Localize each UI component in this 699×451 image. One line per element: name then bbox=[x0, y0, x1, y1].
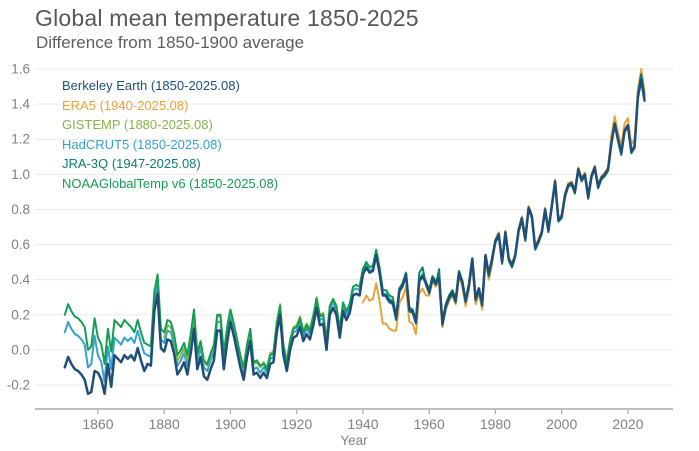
x-tick-label: 1940 bbox=[347, 416, 378, 432]
x-axis-label: Year bbox=[340, 433, 368, 448]
x-tick-label: 1980 bbox=[480, 416, 511, 432]
y-tick-label: 0.2 bbox=[11, 307, 30, 322]
y-tick-label: 1.6 bbox=[11, 62, 30, 77]
x-tick-label: 1900 bbox=[215, 416, 246, 432]
legend-item-hadcrut5: HadCRUT5 (1850-2025.08) bbox=[62, 136, 222, 152]
legend-item-jra-3q: JRA-3Q (1947-2025.08) bbox=[62, 156, 201, 172]
x-tick-label: 1860 bbox=[82, 416, 113, 432]
series-line-era5 bbox=[361, 68, 646, 336]
y-tick-label: 1.2 bbox=[11, 132, 30, 147]
legend-item-berkeley-earth: Berkeley Earth (1850-2025.08) bbox=[62, 78, 240, 93]
series-line-jra-3q bbox=[385, 73, 646, 327]
x-tick-label: 2000 bbox=[546, 416, 577, 432]
legend-item-noaaglobaltemp-v6: NOAAGlobalTemp v6 (1850-2025.08) bbox=[62, 175, 279, 191]
y-tick-label: 0.6 bbox=[11, 237, 30, 252]
y-tick-label: 0.4 bbox=[11, 272, 30, 287]
y-tick-label: -0.2 bbox=[7, 378, 30, 393]
legend: Berkeley Earth (1850-2025.08) ERA5 (1940… bbox=[62, 76, 278, 194]
legend-item-era5: ERA5 (1940-2025.08) bbox=[62, 97, 189, 113]
y-tick-label: 0.8 bbox=[11, 202, 30, 217]
chart-subtitle: Difference from 1850-1900 average bbox=[36, 33, 305, 52]
x-tick-label: 1880 bbox=[149, 416, 180, 432]
x-tick-label: 2020 bbox=[612, 416, 643, 432]
series-line-berkeley-earth bbox=[63, 78, 646, 396]
x-tick-label: 1920 bbox=[281, 416, 312, 432]
y-tick-label: 1.4 bbox=[11, 97, 30, 112]
legend-item-gistemp: GISTEMP (1880-2025.08) bbox=[62, 117, 213, 133]
x-tick-label: 1960 bbox=[414, 416, 445, 432]
y-tick-label: 0.0 bbox=[11, 342, 30, 357]
y-tick-label: 1.0 bbox=[11, 167, 30, 182]
page-title: Global mean temperature 1850-2025 bbox=[35, 5, 419, 31]
